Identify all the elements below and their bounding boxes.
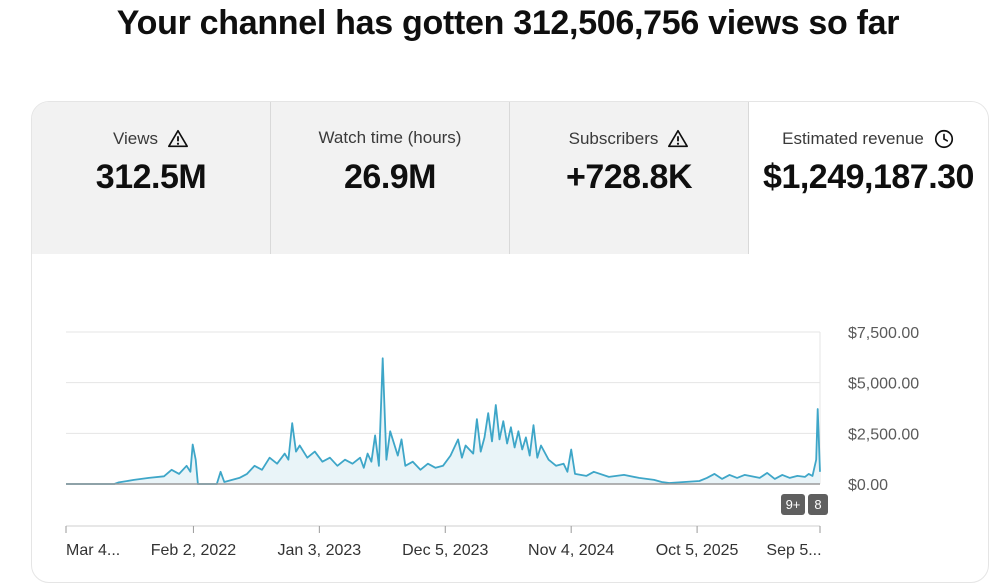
y-tick-label: $2,500.00	[848, 426, 919, 443]
tab-value: 312.5M	[95, 158, 207, 196]
tab-label: Watch time (hours)	[318, 128, 462, 147]
warning-icon	[168, 129, 189, 148]
badge-box	[808, 494, 828, 515]
x-tick-label: Jan 3, 2023	[278, 542, 362, 559]
badge-label: 8	[814, 497, 821, 512]
tab-value: $1,249,187.30	[763, 158, 974, 196]
annotation-badge[interactable]: 9+	[781, 494, 805, 515]
analytics-card: Views 312.5M Watch time (hours) 26.9M Su…	[31, 101, 989, 583]
page-title: Your channel has gotten 312,506,756 view…	[116, 4, 900, 42]
tab-views[interactable]: Views 312.5M	[32, 102, 271, 254]
x-tick-label: Feb 2, 2022	[151, 542, 237, 559]
tab-estimated-revenue[interactable]: Estimated revenue $1,249,187.30	[749, 102, 988, 254]
revenue-chart: $0.00 $2,500.00 $5,000.00 $7,500.00 Mar 4..…	[65, 325, 919, 559]
tab-label: Subscribers	[568, 129, 659, 148]
y-tick-label: $7,500.00	[848, 325, 919, 342]
x-tick-label: Dec 5, 2023	[402, 542, 488, 559]
x-tick-label: Mar 4...	[66, 542, 120, 559]
tab-watch-time[interactable]: Watch time (hours) 26.9M	[271, 102, 510, 254]
warning-icon	[668, 129, 689, 148]
annotation-badge[interactable]: 8	[808, 494, 828, 515]
x-tick-label: Nov 4, 2024	[528, 542, 614, 559]
x-tick-label: Oct 5, 2025	[656, 542, 739, 559]
y-tick-label: $5,000.00	[848, 376, 919, 393]
tab-value: 26.9M	[344, 158, 437, 196]
tab-label: Estimated revenue	[782, 129, 924, 148]
metric-tabs: Views 312.5M Watch time (hours) 26.9M Su…	[32, 102, 988, 254]
x-tick-label: Sep 5...	[766, 542, 821, 559]
badge-label: 9+	[786, 497, 801, 512]
chart-series-line	[66, 357, 821, 485]
y-tick-label: $0.00	[848, 477, 888, 494]
tab-value: +728.8K	[566, 158, 693, 196]
tab-subscribers[interactable]: Subscribers +728.8K	[510, 102, 749, 254]
tab-label: Views	[112, 129, 159, 148]
badge-box	[781, 494, 805, 515]
clock-icon	[934, 129, 953, 149]
